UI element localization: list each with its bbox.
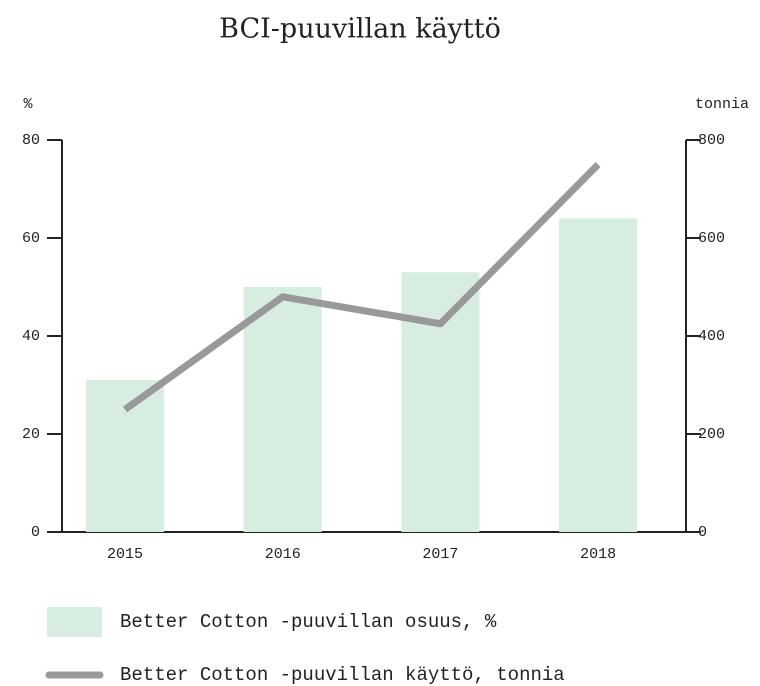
y2-axis-label: tonnia	[695, 96, 749, 113]
y2-tick-label: 0	[698, 524, 707, 541]
y-tick-label: 40	[22, 328, 40, 345]
chart-title: BCI-puuvillan käyttö	[219, 14, 501, 45]
bar	[559, 218, 638, 532]
y-tick-label: 80	[22, 132, 40, 149]
bar	[243, 287, 322, 532]
x-tick-label: 2018	[580, 546, 616, 563]
legend-swatch	[47, 607, 102, 637]
x-tick-label: 2016	[265, 546, 301, 563]
y2-tick-label: 600	[698, 230, 725, 247]
legend-label: Better Cotton -puuvillan osuus, %	[120, 611, 497, 633]
y-axis-label: %	[23, 96, 33, 113]
line	[122, 162, 601, 413]
y-tick-label: 20	[22, 426, 40, 443]
y2-tick-label: 200	[698, 426, 725, 443]
legend-label: Better Cotton -puuvillan käyttö, tonnia	[120, 664, 565, 686]
y-tick-label: 0	[31, 524, 40, 541]
y2-tick-label: 400	[698, 328, 725, 345]
bar	[401, 272, 480, 532]
bar	[86, 380, 164, 532]
y2-tick-label: 800	[698, 132, 725, 149]
x-tick-label: 2015	[107, 546, 143, 563]
x-tick-label: 2017	[422, 546, 458, 563]
y-tick-label: 60	[22, 230, 40, 247]
